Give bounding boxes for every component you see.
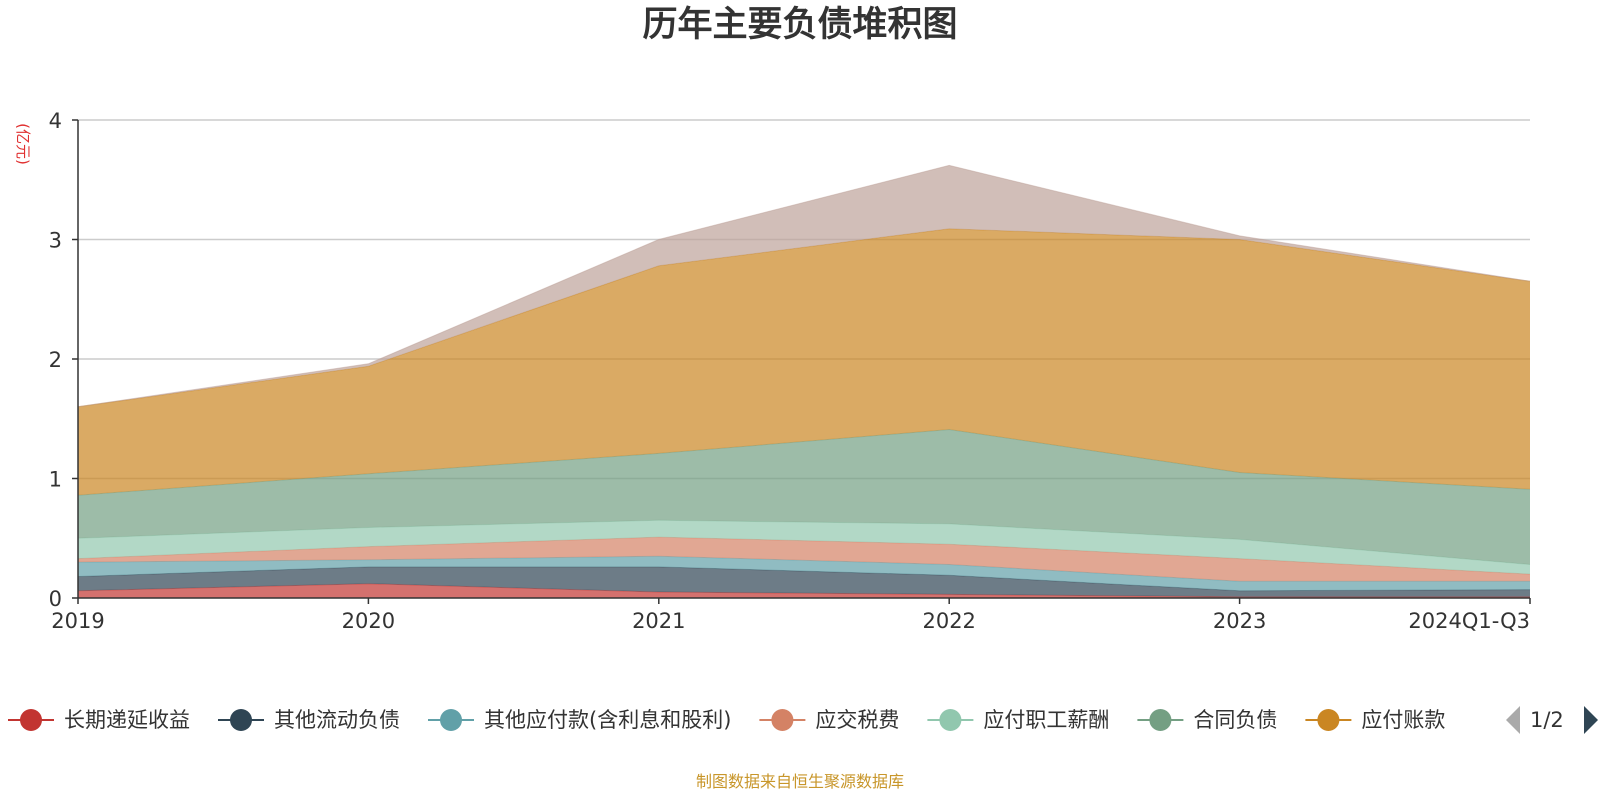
legend-item[interactable]: 其他应付款(含利息和股利)	[428, 708, 731, 732]
area-series-3	[78, 537, 1530, 582]
legend-label: 合同负债	[1193, 708, 1277, 732]
y-tick-label: 4	[49, 109, 62, 133]
legend-label: 应付职工薪酬	[983, 708, 1109, 732]
legend-marker-icon	[230, 709, 252, 731]
legend-item[interactable]: 其他流动负债	[218, 708, 400, 732]
x-axis-ticks: 2019 2020 2021 2022 2023 2024Q1-Q3	[51, 598, 1531, 633]
legend-marker-icon	[939, 709, 962, 731]
area-series-2	[78, 556, 1530, 591]
area-series-group	[77, 164, 1531, 598]
area-series-6	[78, 228, 1530, 496]
data-source-note: 制图数据来自恒生聚源数据库	[696, 772, 904, 791]
x-tick-label: 2019	[51, 609, 104, 633]
legend-marker-icon	[20, 709, 42, 731]
legend-label: 长期递延收益	[64, 708, 190, 732]
legend-label: 其他流动负债	[274, 708, 400, 732]
y-tick-label: 3	[49, 229, 62, 253]
y-tick-label: 0	[49, 587, 62, 611]
legend-item[interactable]: 合同负债	[1137, 708, 1277, 732]
area-series-4	[78, 520, 1530, 575]
area-series-5	[78, 429, 1530, 565]
legend-marker-icon	[1317, 709, 1340, 731]
area-series-7	[78, 165, 1530, 407]
area-series-1	[78, 566, 1530, 597]
legend-pager: 1/2	[1506, 706, 1598, 734]
y-axis-ticks: 0 1 2 3 4	[49, 109, 78, 611]
legend-marker-icon	[1149, 709, 1172, 731]
legend-prev-page-icon[interactable]	[1506, 706, 1520, 734]
x-tick-label: 2023	[1213, 609, 1266, 633]
legend-label: 应付账款	[1361, 708, 1445, 732]
legend-label: 其他应付款(含利息和股利)	[484, 708, 731, 732]
x-tick-label: 2024Q1-Q3	[1408, 609, 1530, 633]
x-tick-label: 2021	[632, 609, 685, 633]
legend-item[interactable]: 应付账款	[1305, 708, 1445, 732]
legend-item[interactable]: 应交税费	[759, 708, 899, 732]
chart-title: 历年主要负债堆积图	[642, 5, 957, 45]
legend-next-page-icon[interactable]	[1584, 706, 1598, 734]
legend-label: 应交税费	[815, 708, 899, 732]
legend: 长期递延收益 其他流动负债 其他应付款(含利息和股利) 应交税费 应付职工薪酬 合同负债 应…	[8, 708, 1445, 732]
area-series-edge-7	[77, 164, 1531, 408]
y-tick-label: 1	[49, 468, 62, 492]
legend-item[interactable]: 应付职工薪酬	[927, 708, 1109, 732]
legend-marker-icon	[440, 709, 462, 731]
x-tick-label: 2022	[922, 609, 975, 633]
y-axis-unit-label: (亿元)	[14, 123, 32, 165]
x-tick-label: 2020	[342, 609, 395, 633]
area-series-edge-3	[77, 536, 1531, 575]
y-tick-label: 2	[49, 348, 62, 372]
legend-item[interactable]: 长期递延收益	[8, 708, 190, 732]
legend-marker-icon	[771, 709, 794, 731]
area-series-0	[78, 583, 1530, 598]
legend-page-indicator: 1/2	[1530, 708, 1564, 732]
